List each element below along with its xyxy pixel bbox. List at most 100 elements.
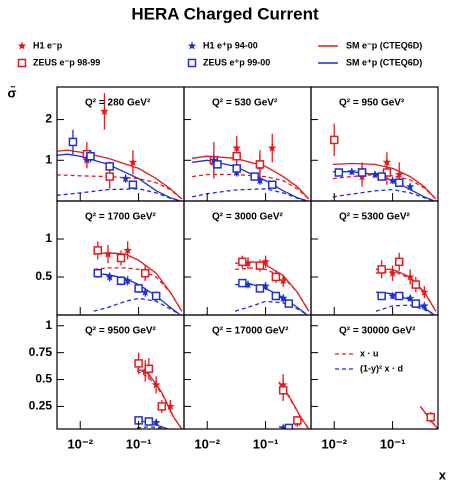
panel-title: Q² = 280 GeV² bbox=[85, 98, 151, 109]
x-tick-label: 10⁻¹ bbox=[126, 436, 152, 451]
square-marker bbox=[116, 276, 126, 286]
square-marker bbox=[394, 178, 404, 187]
legend-label: SM e⁺p (CTEQ6D) bbox=[346, 57, 422, 67]
curve bbox=[332, 162, 437, 200]
curve bbox=[192, 173, 310, 200]
square-marker bbox=[134, 284, 143, 293]
curve bbox=[375, 304, 434, 315]
star-marker bbox=[151, 380, 161, 389]
square-marker bbox=[128, 180, 138, 189]
panel: 10⁻² 10⁻¹ Q² = 30000 GeV² bbox=[310, 314, 439, 451]
curve bbox=[93, 252, 183, 312]
square-marker bbox=[140, 268, 150, 278]
star-marker bbox=[105, 272, 114, 281]
plot-area bbox=[329, 123, 437, 201]
square-marker bbox=[284, 299, 294, 308]
square-marker bbox=[334, 168, 344, 177]
star-marker bbox=[128, 157, 138, 166]
curve bbox=[136, 426, 169, 429]
square-marker bbox=[357, 168, 367, 177]
square-marker bbox=[271, 272, 281, 282]
star-marker bbox=[388, 268, 397, 277]
star-marker bbox=[278, 293, 288, 302]
star-marker bbox=[17, 41, 27, 50]
y-tick-label: 2 bbox=[45, 112, 52, 126]
square-marker bbox=[105, 162, 114, 171]
star-marker bbox=[100, 106, 109, 116]
star-marker bbox=[261, 281, 270, 290]
star-marker bbox=[395, 170, 404, 179]
square-marker bbox=[250, 172, 259, 181]
square-marker bbox=[232, 151, 241, 161]
square-marker bbox=[238, 278, 247, 288]
square-marker bbox=[426, 412, 435, 422]
panel: Q² = 530 GeV² bbox=[183, 86, 312, 202]
star-marker bbox=[166, 401, 175, 411]
panel-title: Q² = 9500 GeV² bbox=[85, 326, 157, 337]
curve bbox=[57, 174, 183, 200]
square-marker bbox=[86, 151, 95, 161]
panel: 0.25 0.5 0.75 1 10⁻² 10⁻¹ Q² = 9500 GeV² bbox=[29, 314, 185, 451]
square-marker bbox=[116, 253, 126, 263]
x-tick-label: 10⁻² bbox=[194, 436, 220, 451]
square-marker bbox=[394, 257, 404, 267]
y-tick-label: 1 bbox=[45, 318, 52, 332]
square-marker bbox=[144, 364, 154, 374]
star-marker bbox=[405, 272, 415, 281]
panel: Q² = 3000 GeV² bbox=[183, 200, 312, 316]
star-marker bbox=[388, 291, 397, 300]
plot-area bbox=[93, 241, 183, 315]
curve bbox=[279, 431, 306, 433]
curve bbox=[57, 188, 180, 201]
square-marker bbox=[144, 417, 154, 426]
star-marker bbox=[420, 287, 429, 296]
star-marker bbox=[255, 176, 265, 185]
plot-area bbox=[419, 406, 438, 433]
star-marker bbox=[347, 167, 357, 176]
square-marker bbox=[293, 416, 302, 425]
star-marker bbox=[420, 301, 429, 310]
curve bbox=[136, 370, 183, 429]
curve bbox=[332, 173, 437, 200]
curve bbox=[235, 283, 307, 315]
legend-label: H1 e⁺p 94-00 bbox=[203, 40, 258, 50]
star-marker bbox=[243, 280, 253, 289]
legend: H1 e⁻p ZEUS e⁻p 98-99 H1 e⁺p 94-00 ZEUS e⁺p… bbox=[17, 40, 422, 373]
figure-title: HERA Charged Current bbox=[131, 4, 319, 23]
x-tick-label: 10⁻² bbox=[67, 436, 93, 451]
star-marker bbox=[141, 287, 150, 296]
legend-label: H1 e⁻p bbox=[33, 40, 63, 50]
plot-area bbox=[57, 93, 183, 201]
square-marker bbox=[105, 172, 114, 181]
square-marker bbox=[284, 423, 294, 429]
panel: 0.5 1 Q² = 1700 GeV² bbox=[35, 200, 185, 316]
square-marker bbox=[267, 180, 277, 189]
panel-title: Q² = 30000 GeV² bbox=[339, 326, 416, 337]
square-marker bbox=[255, 160, 265, 169]
y-tick-label: 0.5 bbox=[35, 269, 52, 283]
panel-title: Q² = 17000 GeV² bbox=[212, 326, 289, 337]
square-marker bbox=[411, 280, 421, 289]
curve bbox=[420, 431, 430, 432]
square-marker bbox=[255, 284, 265, 293]
square-marker bbox=[255, 261, 265, 270]
curve bbox=[93, 267, 183, 312]
y-tick-label: 1 bbox=[45, 231, 52, 245]
curve bbox=[234, 300, 307, 315]
square-marker bbox=[68, 137, 78, 147]
square-marker bbox=[377, 265, 386, 274]
curve bbox=[420, 432, 430, 433]
square-marker bbox=[232, 164, 241, 173]
panel-title: Q² = 3000 GeV² bbox=[212, 212, 284, 223]
star-marker bbox=[243, 258, 253, 267]
star-marker bbox=[370, 170, 380, 179]
star-marker bbox=[388, 176, 397, 185]
x-tick-label: 10⁻¹ bbox=[380, 436, 406, 451]
y-tick-label: 1 bbox=[45, 152, 52, 166]
curve bbox=[93, 297, 180, 315]
panel: 1 2 Q² = 280 GeV² bbox=[45, 86, 185, 202]
y-tick-label: 0.5 bbox=[35, 372, 52, 386]
star-marker bbox=[187, 41, 197, 50]
plot-area bbox=[375, 252, 437, 315]
